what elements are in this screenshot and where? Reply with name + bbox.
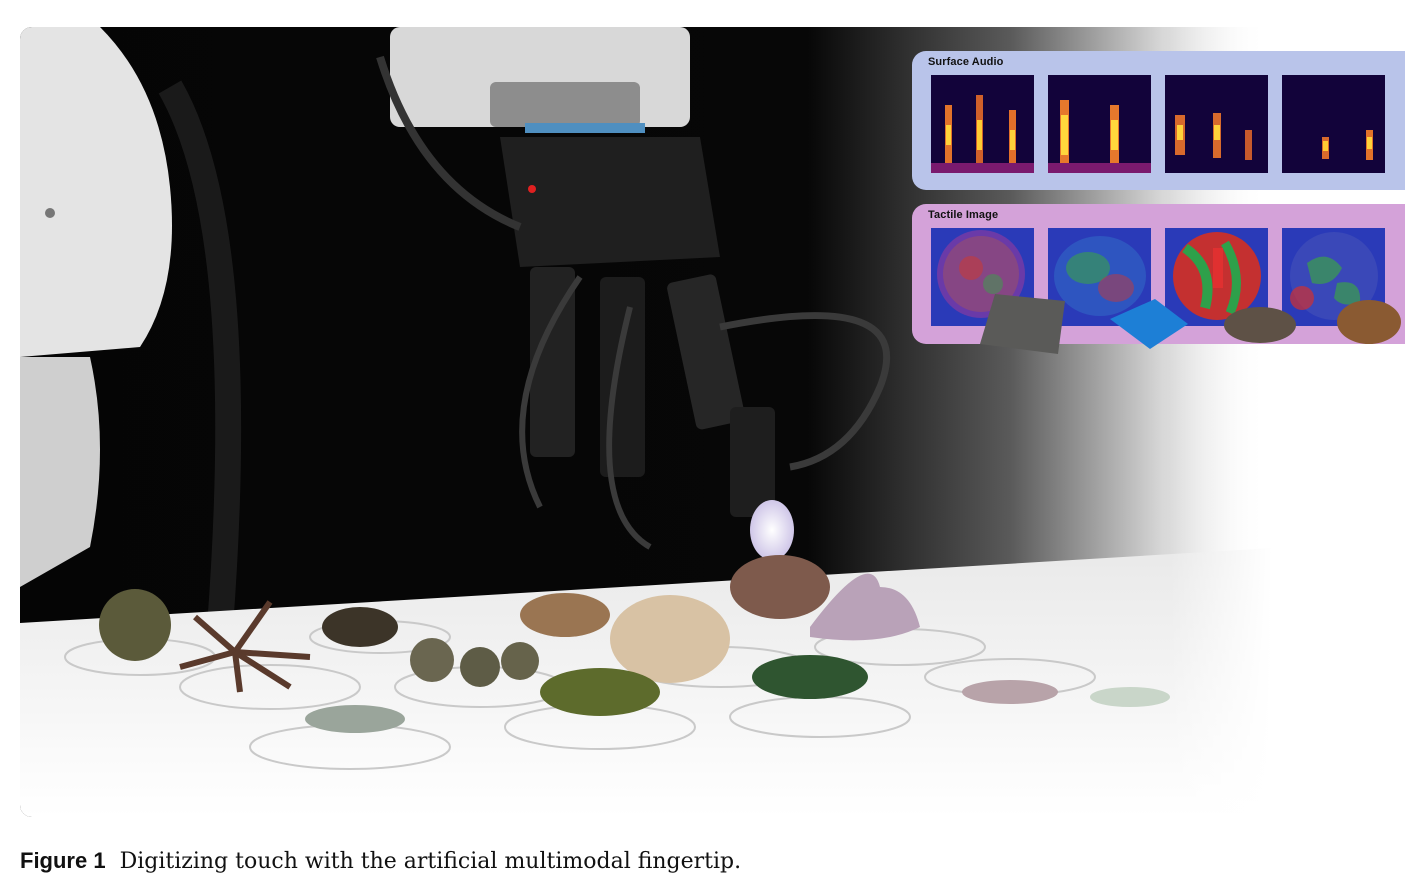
tactile-image-4 [1282,228,1385,326]
figure-label: Figure 1 [20,848,106,873]
tactile-image-panel: Tactile Image [912,204,1405,354]
sandpaper-image [980,294,1065,354]
robot-hand-image [376,27,891,550]
figure-caption: Figure 1 Digitizing touch with the artif… [20,848,1400,882]
tactile-image-2 [1048,228,1151,326]
surface-audio-panel: Surface Audio [912,51,1405,190]
surface-audio-title: Surface Audio [928,56,1004,68]
spectrogram-3 [1165,75,1268,173]
figure-caption-text: Digitizing touch with the artificial mul… [119,849,742,874]
spectrogram-2 [1048,75,1151,173]
robot-scene-illustration [20,27,1290,817]
pinecone-image [1224,307,1296,343]
robot-arm-image [20,27,242,628]
pinecone-image [1337,300,1401,344]
fingertip-sensor-image [750,500,794,560]
spectrogram-1 [931,75,1034,173]
tactile-image-title: Tactile Image [928,209,999,221]
spectrogram-4 [1282,75,1385,173]
specimens [99,555,1170,733]
cloth-image [1110,299,1188,349]
